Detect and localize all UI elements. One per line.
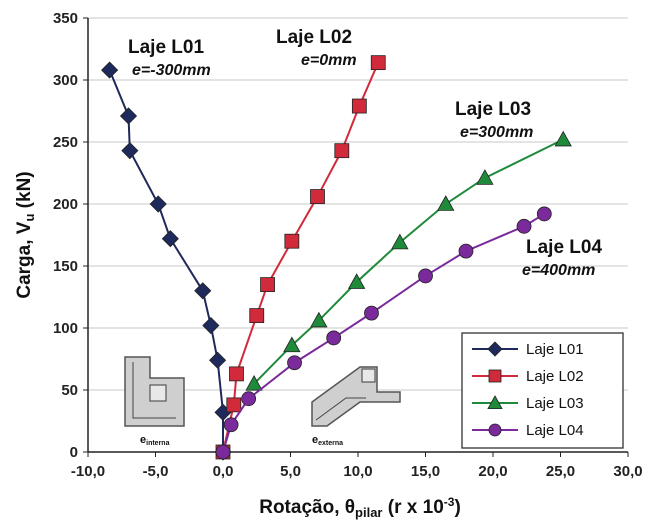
- legend-swatch-marker-1: [487, 341, 503, 357]
- series-4-point-0: [215, 444, 231, 460]
- series-1-point-4: [194, 282, 212, 300]
- annotation-l02-title: Laje L02: [276, 27, 352, 48]
- x-tick-label-1: -5,0: [143, 463, 169, 480]
- annotation-l01-subtitle: e=-300mm: [132, 62, 211, 79]
- x-tick-label-5: 15,0: [411, 463, 440, 480]
- y-tick-label-0: 0: [70, 444, 78, 461]
- annotation-l03-title: Laje L03: [455, 99, 531, 120]
- series-3-point-5: [437, 195, 455, 211]
- x-tick-label-0: -10,0: [71, 463, 105, 480]
- series-1-point-5: [161, 230, 179, 248]
- annotation-l03-subtitle: e=300mm: [460, 124, 533, 141]
- series-2-line: [222, 62, 380, 453]
- x-tick-label-2: 0,0: [213, 463, 234, 480]
- y-tick-label-2: 100: [53, 320, 78, 337]
- series-3-point-0: [245, 374, 263, 391]
- annotation-l04: Laje L04 e=400mm: [522, 237, 602, 279]
- legend-items: Laje L01 Laje L02 Laje L03 Laje L04: [472, 341, 584, 439]
- inset-interna-label: einterna: [140, 434, 170, 447]
- series-1: [101, 61, 232, 461]
- x-tick-label-4: 10,0: [343, 463, 372, 480]
- series-3: [245, 130, 572, 391]
- series-1-point-2: [209, 351, 227, 369]
- legend-item-2: Laje L02: [472, 368, 584, 385]
- inset-interna-column: [149, 384, 167, 402]
- series-4-point-1: [223, 417, 239, 433]
- series-1-point-3: [202, 316, 220, 335]
- series-4-point-3: [287, 355, 302, 371]
- inset-externa-slab-shape: [311, 366, 401, 427]
- series-4-point-7: [458, 243, 474, 259]
- y-tick-label-7: 350: [53, 10, 78, 27]
- legend-item-4: Laje L04: [472, 422, 584, 439]
- inset-interna: einterna: [124, 356, 185, 447]
- series-2-point-1: [226, 397, 242, 413]
- series-2-point-5: [284, 233, 300, 249]
- series-2-point-3: [249, 308, 265, 324]
- series-1-point-7: [121, 142, 139, 160]
- legend-item-3: Laje L03: [472, 395, 584, 412]
- series-4-point-8: [516, 218, 532, 234]
- series-4-point-6: [418, 268, 433, 284]
- annotation-l02: Laje L02 e=0mm: [276, 27, 357, 69]
- series-4-point-5: [364, 305, 379, 321]
- series-3-point-6: [476, 169, 494, 185]
- series-3-point-1: [283, 336, 301, 353]
- series-3-point-3: [347, 273, 366, 289]
- y-tick-label-5: 250: [53, 134, 78, 151]
- series-4-point-4: [326, 330, 342, 346]
- inset-externa-column: [361, 368, 376, 383]
- x-axis-title: Rotação, θpilar (r x 10-3): [259, 495, 461, 520]
- series-4-line: [222, 213, 545, 453]
- series-2-point-6: [310, 189, 325, 204]
- y-axis-title: Carga, Vu (kN): [14, 171, 37, 298]
- series-layer: [101, 55, 572, 461]
- legend-label-2: Laje L02: [526, 368, 584, 385]
- series-4-point-2: [241, 391, 257, 407]
- annotation-l02-subtitle: e=0mm: [301, 52, 357, 69]
- y-tick-label-1: 50: [61, 382, 78, 399]
- x-tick-label-8: 30,0: [613, 463, 642, 480]
- y-tick-label-6: 300: [53, 72, 78, 89]
- legend-label-1: Laje L01: [526, 341, 584, 358]
- x-tick-label-6: 20,0: [478, 463, 507, 480]
- annotation-l03: Laje L03 e=300mm: [455, 99, 533, 141]
- series-3-point-7: [554, 130, 572, 147]
- series-2-point-4: [260, 277, 275, 293]
- y-tick-label-3: 150: [53, 258, 78, 275]
- series-2-point-8: [351, 98, 367, 114]
- x-tick-label-3: 5,0: [280, 463, 301, 480]
- series-1-point-6: [149, 195, 167, 213]
- x-tick-label-7: 25,0: [546, 463, 575, 480]
- annotation-l01: Laje L01 e=-300mm: [128, 37, 211, 79]
- y-tick-label-4: 200: [53, 196, 78, 213]
- inset-externa-edge-line: [315, 397, 366, 421]
- legend-label-3: Laje L03: [526, 395, 584, 412]
- legend-item-1: Laje L01: [472, 341, 584, 358]
- series-2-point-7: [334, 143, 350, 159]
- legend-swatch-marker-4: [488, 423, 502, 437]
- series-1-point-9: [101, 61, 119, 79]
- annotation-l04-title: Laje L04: [526, 237, 602, 258]
- series-4: [215, 206, 552, 460]
- inset-externa: eexterna: [311, 366, 401, 447]
- inset-interna-edge-line: [132, 362, 176, 419]
- series-3-point-2: [310, 311, 328, 328]
- series-4-point-9: [536, 206, 552, 222]
- series-2-point-2: [229, 366, 244, 382]
- annotation-l04-subtitle: e=400mm: [522, 262, 595, 279]
- legend-swatch-marker-3: [487, 395, 503, 410]
- annotation-l01-title: Laje L01: [128, 37, 204, 58]
- legend: Laje L01 Laje L02 Laje L03 Laje L04: [461, 332, 624, 449]
- tick-labels: -10,0 -5,0 0,0 5,0 10,0 15,0 20,0 25,0 30,0 0 50 10…: [53, 10, 643, 480]
- legend-label-4: Laje L04: [526, 422, 584, 439]
- series-2-point-9: [370, 55, 386, 71]
- series-3-point-4: [391, 233, 409, 250]
- legend-swatch-marker-2: [488, 369, 502, 383]
- series-1-point-8: [119, 107, 138, 125]
- inset-externa-label: eexterna: [312, 434, 343, 447]
- series-1-line: [108, 69, 224, 452]
